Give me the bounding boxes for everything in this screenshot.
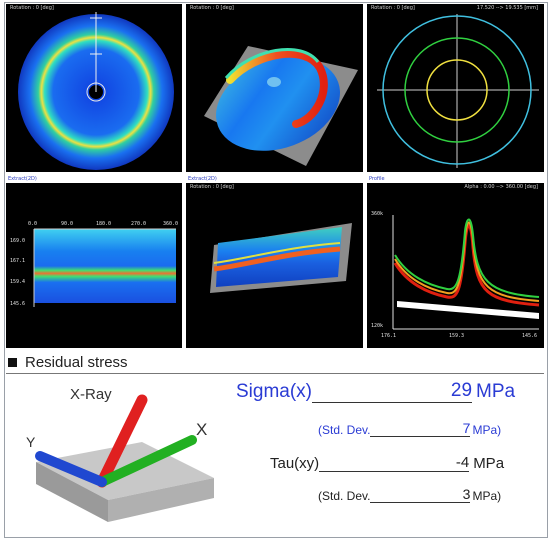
residual-stress-header: Residual stress	[6, 352, 544, 372]
analysis-panels: Rotation : 0 [deg] Rotati	[6, 4, 544, 348]
y-axis-top-label: 360k	[371, 211, 384, 217]
ring-profile-panel[interactable]: Rotation : 0 [deg] 17.520 --> 19.535 [mm…	[367, 4, 544, 172]
x-tick: 159.3	[449, 333, 465, 339]
extract-3d-tab[interactable]: Extract(2D)	[188, 176, 217, 182]
sigma-unit: MPa	[476, 381, 516, 402]
x-tick: 0.0	[28, 221, 38, 227]
panel-range: 17.520 --> 19.535 [mm]	[476, 5, 538, 11]
sigma-std-value: 7	[370, 420, 471, 437]
x-tick: 270.0	[131, 221, 147, 227]
y-axis-label: Y	[26, 434, 36, 450]
y-axis-bottom-label: 120k	[371, 323, 384, 329]
y-tick: 145.6	[10, 301, 26, 307]
tau-value: -4	[319, 454, 470, 472]
extract-2d-tab[interactable]: Extract(2D)	[8, 176, 37, 182]
extract-3d-image	[210, 223, 352, 293]
sigma-value: 29	[312, 380, 473, 403]
debye-ring-3d-image	[204, 46, 358, 166]
profile-tab[interactable]: Profile	[369, 176, 385, 182]
extract-2d-panel[interactable]: 0.0 90.0 180.0 270.0 360.0 169.0 167.1 1…	[6, 183, 182, 348]
section-bullet-icon	[8, 357, 17, 367]
extract-2d-image	[33, 228, 176, 307]
y-tick: 159.4	[10, 279, 26, 285]
panel-title: Alpha : 0.00 --> 360.00 [deg]	[464, 184, 538, 190]
x-tick: 176.1	[381, 333, 397, 339]
y-tick: 167.1	[10, 258, 26, 264]
tau-unit: MPa	[473, 455, 505, 472]
tau-label: Tau(xy)	[270, 455, 320, 472]
tau-std-value: 3	[370, 486, 471, 503]
x-tick: 180.0	[96, 221, 112, 227]
measurement-diagram	[35, 394, 214, 522]
sigma-std-unit: MPa)	[472, 423, 502, 437]
panel-title: Rotation : 0 [deg]	[10, 5, 54, 11]
x-tick: 145.6	[522, 333, 538, 339]
sigma-label: Sigma(x)	[236, 381, 313, 402]
tau-std-row: (Std. Dev. 3 MPa)	[318, 486, 501, 503]
profile-panel[interactable]: Alpha : 0.00 --> 360.00 [deg] 360k 120k …	[367, 183, 544, 348]
panel-title: Rotation : 0 [deg]	[190, 5, 234, 11]
debye-ring-2d-panel[interactable]: Rotation : 0 [deg]	[6, 4, 182, 172]
extract-3d-panel[interactable]: Rotation : 0 [deg]	[186, 183, 363, 348]
debye-ring-3d-panel[interactable]: Rotation : 0 [deg]	[186, 4, 363, 172]
sigma-row: Sigma(x) 29 MPa	[236, 380, 515, 403]
tau-std-unit: MPa)	[472, 489, 502, 503]
tau-std-label: (Std. Dev.	[318, 489, 371, 503]
panel-title: Rotation : 0 [deg]	[371, 5, 415, 11]
x-tick: 90.0	[61, 221, 74, 227]
debye-ring-image	[18, 12, 174, 170]
tau-row: Tau(xy) -4 MPa	[270, 454, 504, 472]
x-tick: 360.0	[163, 221, 179, 227]
y-tick: 169.0	[10, 238, 26, 244]
sigma-std-label: (Std. Dev.	[318, 423, 371, 437]
panel-title: Rotation : 0 [deg]	[190, 184, 234, 190]
ring-profile-plot	[377, 14, 539, 168]
profile-plot	[392, 215, 540, 330]
sigma-std-row: (Std. Dev. 7 MPa)	[318, 420, 501, 437]
section-divider	[6, 373, 544, 374]
x-axis-label: X	[196, 420, 208, 439]
section-title: Residual stress	[25, 353, 128, 371]
xray-label: X-Ray	[70, 386, 112, 403]
